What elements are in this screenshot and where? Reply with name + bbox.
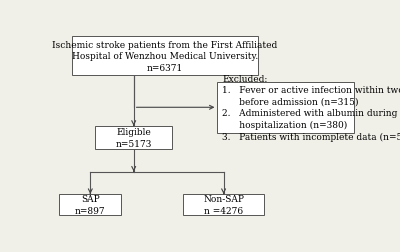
- Text: Eligible
n=5173: Eligible n=5173: [116, 128, 152, 148]
- Text: Non-SAP
n =4276: Non-SAP n =4276: [203, 195, 244, 215]
- FancyBboxPatch shape: [72, 37, 258, 76]
- Text: Ischemic stroke patients from the First Affiliated
Hospital of Wenzhou Medical U: Ischemic stroke patients from the First …: [52, 41, 277, 72]
- Text: SAP
n=897: SAP n=897: [75, 195, 106, 215]
- FancyBboxPatch shape: [218, 83, 354, 133]
- FancyBboxPatch shape: [59, 194, 121, 215]
- FancyBboxPatch shape: [95, 126, 172, 150]
- Text: Excluded:
1.   Fever or active infection within two weeks
      before admission: Excluded: 1. Fever or active infection w…: [222, 75, 400, 141]
- FancyBboxPatch shape: [183, 194, 264, 215]
